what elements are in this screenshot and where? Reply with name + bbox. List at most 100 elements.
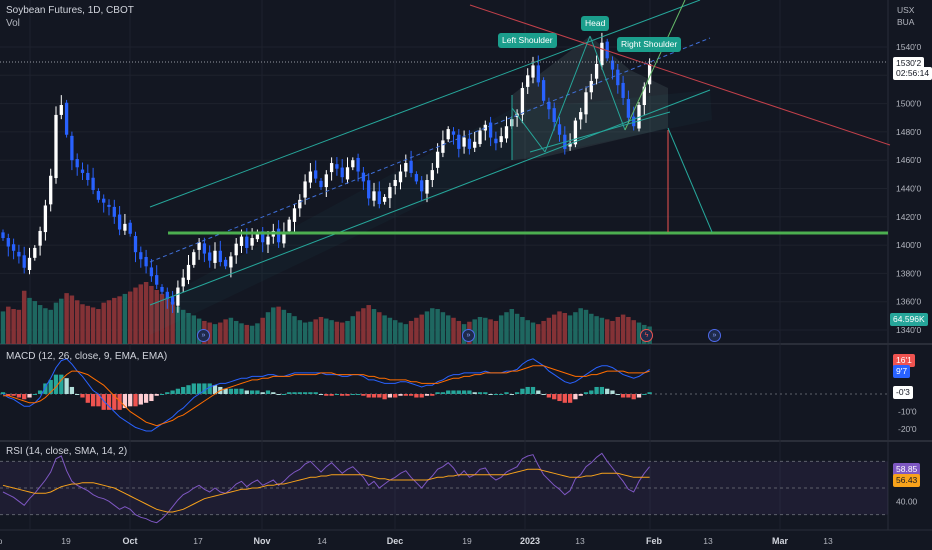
macd-hist-bar	[393, 394, 398, 398]
macd-hist-bar	[398, 394, 403, 396]
candle-body	[70, 135, 74, 161]
volume-bar	[175, 306, 181, 344]
macd-hist-bar	[446, 390, 451, 394]
macd-hist-bar	[228, 388, 234, 394]
macd-hist-bar	[419, 394, 424, 398]
rsi-ma-line	[2, 468, 650, 513]
dividend-event-icon[interactable]: »	[462, 329, 475, 342]
volume-bar	[80, 304, 85, 344]
volume-bar	[567, 315, 573, 344]
candle-body	[308, 171, 313, 183]
candle-body	[457, 134, 461, 149]
macd-hist-bar	[249, 390, 255, 394]
volume-bar	[59, 298, 64, 344]
macd-hist-bar	[557, 394, 562, 402]
macd-hist-bar	[467, 390, 472, 394]
time-tick-label: 2023	[520, 536, 540, 546]
macd-hist-bar	[546, 394, 552, 398]
dividend-event-icon[interactable]: »	[197, 329, 210, 342]
volume-bar	[530, 322, 536, 344]
candle-body	[372, 191, 376, 201]
volume-bar	[239, 323, 244, 344]
macd-label[interactable]: MACD (12, 26, close, 9, EMA, EMA)	[6, 351, 168, 362]
candle-body	[86, 172, 90, 181]
macd-hist-bar	[387, 394, 393, 398]
dividend-event-icon[interactable]: »	[708, 329, 721, 342]
macd-hist-bar	[292, 392, 297, 394]
candle-body	[223, 259, 228, 267]
candle-body	[345, 167, 350, 180]
candle-body	[186, 264, 191, 280]
pattern-leg	[544, 35, 591, 153]
candle-body	[314, 170, 318, 179]
volume-bar	[101, 302, 106, 344]
volume-bar	[165, 298, 170, 344]
volume-bar	[361, 308, 366, 344]
vol-label[interactable]: Vol	[6, 18, 20, 29]
volume-bar	[536, 324, 541, 344]
volume-bar	[96, 309, 101, 344]
rsi-pane	[0, 452, 888, 524]
volume-bar	[308, 321, 313, 344]
volume-bar	[551, 314, 557, 344]
left-shoulder-label[interactable]: Left Shoulder	[498, 33, 557, 48]
right-shoulder-label[interactable]: Right Shoulder	[617, 37, 682, 52]
volume-bar	[212, 324, 218, 344]
volume-bar	[313, 319, 318, 344]
macd-hist-bar	[318, 394, 324, 395]
macd-hist-bar	[509, 394, 514, 395]
volume-bar	[244, 324, 250, 344]
candle-body	[149, 267, 154, 277]
volume-bar	[599, 317, 605, 344]
candle-body	[361, 172, 366, 182]
macd-hist-bar	[308, 392, 313, 394]
candle-body	[388, 187, 392, 199]
candle-body	[292, 208, 297, 222]
volume-bar	[170, 301, 175, 344]
macd-hist-bar	[477, 392, 483, 394]
candle-body	[541, 80, 546, 101]
candle-body	[75, 159, 79, 168]
macd-hist-bar	[112, 394, 117, 410]
macd-hist-bar	[430, 394, 435, 396]
pattern-neckline	[529, 111, 671, 153]
candle-body	[80, 169, 85, 173]
macd-hist-bar	[53, 374, 59, 394]
candle-body	[398, 171, 403, 183]
volume-bar	[281, 309, 287, 344]
macd-hist-bar	[223, 388, 228, 394]
rsi-label[interactable]: RSI (14, close, SMA, 14, 2)	[6, 446, 128, 457]
candle-body	[504, 126, 509, 139]
candle-body	[642, 86, 646, 106]
flash-event-icon[interactable]: ϟ	[640, 329, 653, 342]
candle-body	[605, 41, 609, 59]
candle-body	[552, 108, 556, 122]
macd-hist-bar	[366, 394, 371, 398]
volume-bar	[276, 306, 281, 344]
volume-bar	[37, 305, 43, 344]
symbol-title[interactable]: Soybean Futures, 1D, CBOT	[6, 5, 134, 16]
candle-body	[441, 140, 445, 153]
volume-bar	[149, 285, 154, 344]
volume-bar	[366, 305, 371, 344]
candle-body	[610, 60, 615, 70]
candle-body	[287, 219, 291, 232]
macd-hist-bar	[191, 383, 196, 394]
macd-hist-bar	[48, 379, 53, 394]
volume-bar	[419, 314, 424, 344]
volume-bar	[48, 309, 53, 344]
head-label[interactable]: Head	[581, 16, 610, 31]
macd-hist-bar	[414, 394, 419, 398]
macd-hist-bar	[43, 383, 48, 394]
macd-pane	[0, 358, 888, 432]
macd-hist-bar	[382, 394, 387, 400]
volume-bar	[382, 315, 387, 344]
macd-hist-bar	[255, 390, 260, 394]
time-tick-label: Dec	[387, 536, 404, 546]
volume-bar	[493, 320, 499, 344]
macd-hist-bar	[207, 383, 212, 394]
channel-upper-line	[149, 0, 701, 208]
volume-bar	[302, 322, 308, 344]
macd-hist-bar	[605, 388, 610, 394]
